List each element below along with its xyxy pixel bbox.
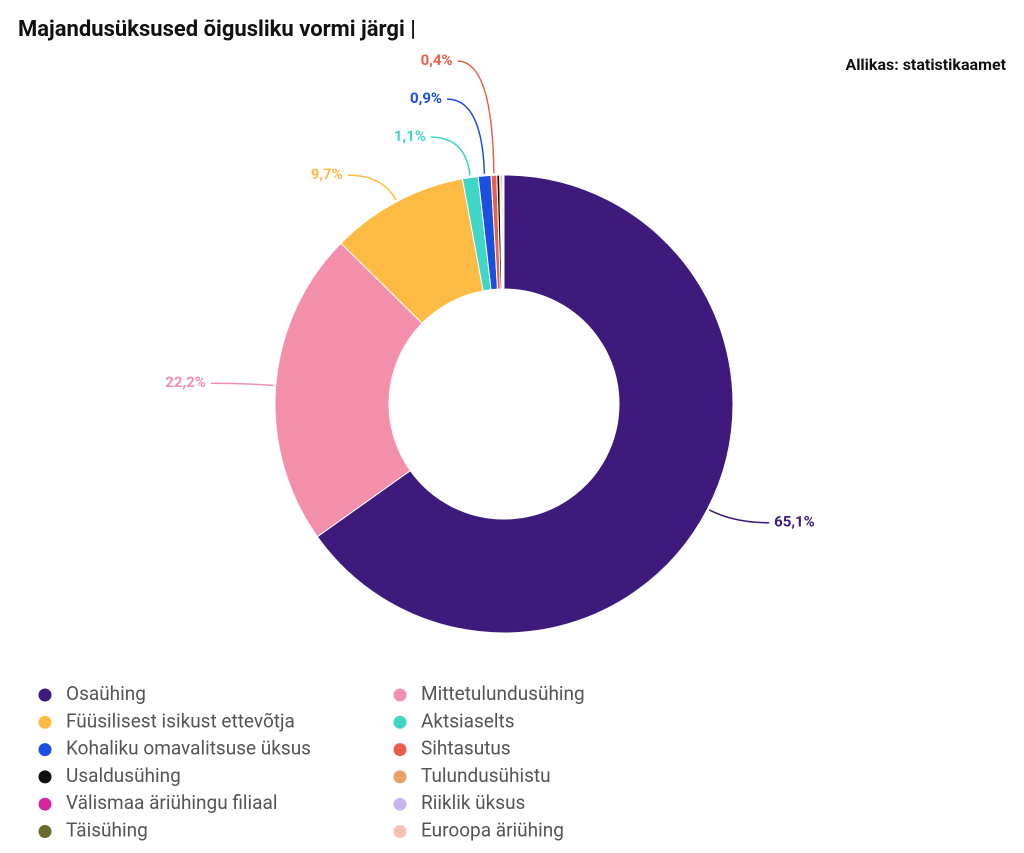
legend-label: Riiklik üksus <box>421 791 525 814</box>
legend-swatch <box>38 825 52 838</box>
legend-swatch <box>393 715 407 729</box>
source: Allikas: statistikaamet <box>845 55 1006 74</box>
legend-swatch <box>393 770 407 784</box>
chart-title: Majandusüksused õigusliku vormi järgi | <box>18 17 416 42</box>
data-label: 22,2% <box>165 373 206 391</box>
legend-label: Euroopa äriühing <box>421 819 564 842</box>
legend-label: Füüsilisest isikust ettevõtja <box>66 709 295 732</box>
legend-label: Mittetulundusühing <box>421 682 585 705</box>
donut-slice <box>274 242 423 538</box>
leader-line <box>457 60 495 174</box>
leader-line <box>447 98 486 174</box>
legend-label: Täisühing <box>66 819 148 842</box>
legend-swatch <box>393 825 407 838</box>
legend-label: Sihtasutus <box>421 737 511 760</box>
legend-swatch <box>38 770 52 784</box>
legend-label: Usaldusühing <box>66 764 181 787</box>
legend-label: Tulundusühistu <box>421 764 551 787</box>
legend-swatch <box>393 688 407 702</box>
legend-swatch <box>38 743 52 757</box>
legend-swatch <box>393 743 407 757</box>
leader-line <box>210 382 274 387</box>
legend-label: Aktsiaselts <box>421 709 515 732</box>
data-label: 1,1% <box>394 127 426 145</box>
legend-label: Välismaa äriühingu filiaal <box>66 791 277 814</box>
data-label: 65,1% <box>774 513 815 531</box>
legend-swatch <box>38 715 52 729</box>
data-label: 0,4% <box>421 51 453 69</box>
legend-swatch <box>393 797 407 811</box>
legend-swatch <box>38 797 52 811</box>
data-label: 0,9% <box>410 89 442 107</box>
legend-label: Kohaliku omavalitsuse üksus <box>66 737 311 760</box>
data-label: 9,7% <box>311 165 343 183</box>
leader-line <box>430 136 471 176</box>
legend-swatch <box>38 688 52 702</box>
legend-label: Osaühing <box>66 682 146 705</box>
donut-slice <box>316 174 734 634</box>
leader-line <box>347 174 397 201</box>
leader-line <box>708 509 770 524</box>
